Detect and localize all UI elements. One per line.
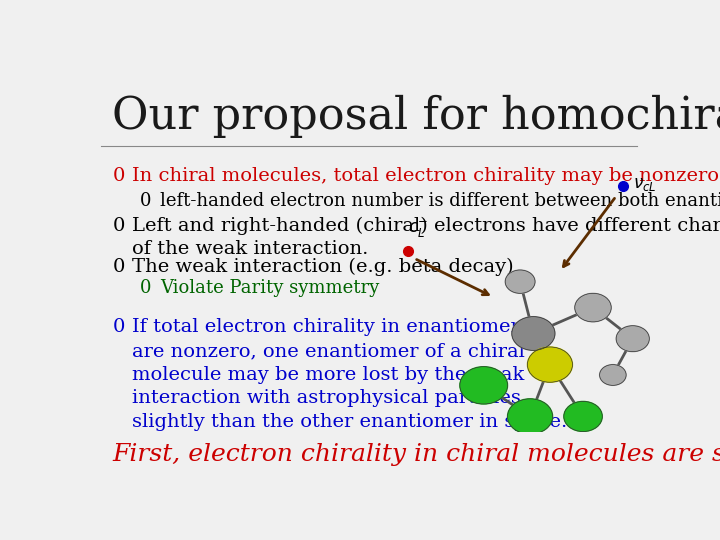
Circle shape (508, 399, 552, 434)
Text: left-handed electron number is different between both enantiomers.: left-handed electron number is different… (160, 192, 720, 210)
Text: If total electron chirality in enantiomers
are nonzero, one enantiomer of a chir: If total electron chirality in enantiome… (132, 319, 567, 431)
Circle shape (564, 401, 602, 431)
Text: In chiral molecules, total electron chirality may be nonzero.: In chiral molecules, total electron chir… (132, 167, 720, 185)
Circle shape (512, 316, 555, 350)
Text: Violate Parity symmetry: Violate Parity symmetry (160, 279, 379, 297)
Circle shape (460, 367, 508, 404)
Circle shape (600, 364, 626, 386)
Text: 0: 0 (112, 258, 125, 276)
Text: 0: 0 (140, 192, 152, 210)
Circle shape (616, 326, 649, 352)
Text: 0: 0 (140, 279, 152, 297)
Text: $c^{-}_{L}$: $c^{-}_{L}$ (408, 219, 428, 240)
Text: $\nu_{cL}$: $\nu_{cL}$ (633, 176, 656, 193)
Text: First, electron chirality in chiral molecules are studied.: First, electron chirality in chiral mole… (112, 443, 720, 466)
Circle shape (575, 293, 611, 322)
Text: The weak interaction (e.g. beta decay): The weak interaction (e.g. beta decay) (132, 258, 513, 276)
Text: Left and right-handed (chiral) electrons have different charge
of the weak inter: Left and right-handed (chiral) electrons… (132, 217, 720, 259)
Text: 0: 0 (112, 319, 125, 336)
Text: Our proposal for homochirality: Our proposal for homochirality (112, 94, 720, 138)
Text: 0: 0 (112, 217, 125, 234)
Circle shape (528, 347, 572, 382)
Circle shape (505, 270, 535, 293)
Text: 0: 0 (112, 167, 125, 185)
